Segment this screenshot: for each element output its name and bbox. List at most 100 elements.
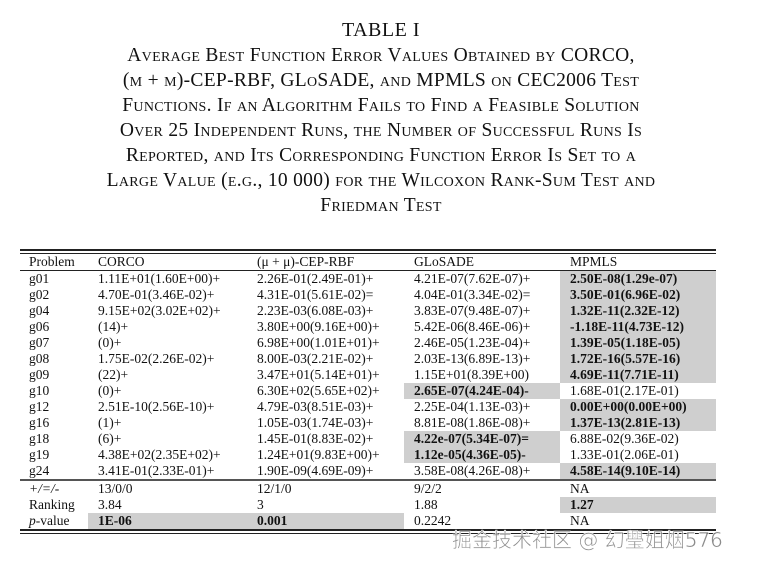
table-cell: 3.50E-01(6.96E-02) (560, 287, 716, 303)
row-label: g18 (29, 431, 50, 446)
table-cell: 6.88E-02(9.36E-02) (570, 431, 679, 446)
top-rule-inner (20, 253, 716, 254)
table-cell: (1)+ (98, 415, 122, 430)
table-cell: 9.15E+02(3.02E+02)+ (98, 303, 221, 318)
summary-rule (20, 479, 716, 481)
header-rule (20, 270, 716, 271)
table-cell: 1.15E+01(8.39E+00) (414, 367, 529, 382)
table-cell: 3.41E-01(2.33E-01)+ (98, 463, 215, 478)
table-row: g07 (0)+ 6.98E+00(1.01E+01)+ 2.46E-05(1.23E… (20, 335, 716, 351)
table-row: Ranking 3.84 3 1.88 1.27 (20, 497, 716, 513)
table-cell: 1.39E-05(1.18E-05) (560, 335, 716, 351)
column-header: (μ + μ)-CEP-RBF (257, 254, 355, 269)
table-cell: 1.68E-01(2.17E-01) (570, 383, 679, 398)
table-cell: 4.21E-07(7.62E-07)+ (414, 271, 531, 286)
row-label: g08 (29, 351, 50, 366)
table-cell: 2.50E-08(1.29e-07) (560, 271, 716, 287)
table-cell: 9/2/2 (414, 481, 442, 496)
table-cell: 1.37E-13(2.81E-13) (560, 415, 716, 431)
caption-line: Functions. If an Algorithm Fails to Find… (122, 95, 640, 116)
table-row: p-value 1E-06 0.001 0.2242 NA (20, 513, 716, 529)
row-label: g24 (29, 463, 50, 478)
table-cell: 0.2242 (414, 513, 452, 528)
table-cell: 2.26E-01(2.49E-01)+ (257, 271, 374, 286)
table-cell: 8.81E-08(1.86E-08)+ (414, 415, 531, 430)
table-row: g06 (14)+ 3.80E+00(9.16E+00)+ 5.42E-06(8.46… (20, 319, 716, 335)
table-cell: 1.90E-09(4.69E-09)+ (257, 463, 374, 478)
table-cell: 4.31E-01(5.61E-02)= (257, 287, 374, 302)
column-header: Problem (29, 254, 75, 269)
table-cell: 12/1/0 (257, 481, 292, 496)
table-cell: 3 (257, 497, 264, 512)
table-title: TABLE I (342, 19, 420, 41)
row-label: g06 (29, 319, 50, 334)
table-cell: 4.79E-03(8.51E-03)+ (257, 399, 374, 414)
table-cell: 1.72E-16(5.57E-16) (560, 351, 716, 367)
table-cell: 2.25E-04(1.13E-03)+ (414, 399, 531, 414)
table-cell: 4.58E-14(9.10E-14) (560, 463, 716, 479)
table-cell: 1.12e-05(4.36E-05)- (404, 447, 560, 463)
table-cell: 0.001 (247, 513, 404, 529)
row-label: Ranking (29, 497, 75, 512)
table-cell: 2.51E-10(2.56E-10)+ (98, 399, 215, 414)
row-label: g19 (29, 447, 50, 462)
table-cell: 6.98E+00(1.01E+01)+ (257, 335, 380, 350)
table-cell: 3.84 (98, 497, 122, 512)
table-row: g19 4.38E+02(2.35E+02)+ 1.24E+01(9.83E+00)… (20, 447, 716, 463)
table-row: g01 1.11E+01(1.60E+00)+ 2.26E-01(2.49E-01)… (20, 271, 716, 287)
table-row: g12 2.51E-10(2.56E-10)+ 4.79E-03(8.51E-03)… (20, 399, 716, 415)
table-row: +/=/- 13/0/0 12/1/0 9/2/2 NA (20, 481, 716, 497)
table-cell: 0.00E+00(0.00E+00) (560, 399, 716, 415)
row-label: g04 (29, 303, 50, 318)
results-table: Problem CORCO (μ + μ)-CEP-RBF GLoSADE MPMLS … (20, 249, 716, 534)
table-cell: 1.11E+01(1.60E+00)+ (98, 271, 221, 286)
header-row: Problem CORCO (μ + μ)-CEP-RBF GLoSADE MPMLS (20, 254, 716, 270)
table-cell: 6.30E+02(5.65E+02)+ (257, 383, 380, 398)
table-cell: 13/0/0 (98, 481, 133, 496)
table-cell: 3.83E-07(9.48E-07)+ (414, 303, 531, 318)
table-cell: (0)+ (98, 335, 122, 350)
table-cell: NA (570, 513, 590, 528)
table-caption: TABLE I Average Best Function Error Valu… (0, 18, 762, 218)
row-label: g02 (29, 287, 50, 302)
row-label: g12 (29, 399, 50, 414)
table-cell: 1.75E-02(2.26E-02)+ (98, 351, 215, 366)
table-cell: 4.38E+02(2.35E+02)+ (98, 447, 221, 462)
table-cell: 1.05E-03(1.74E-03)+ (257, 415, 374, 430)
table-cell: 4.22e-07(5.34E-07)= (404, 431, 560, 447)
table-row: g02 4.70E-01(3.46E-02)+ 4.31E-01(5.61E-02)… (20, 287, 716, 303)
table-cell: -1.18E-11(4.73E-12) (560, 319, 716, 335)
column-header: GLoSADE (414, 254, 474, 269)
table-cell: 1.45E-01(8.83E-02)+ (257, 431, 374, 446)
table-cell: 4.69E-11(7.71E-11) (560, 367, 716, 383)
table-cell: 2.03E-13(6.89E-13)+ (414, 351, 531, 366)
table-row: g08 1.75E-02(2.26E-02)+ 8.00E-03(2.21E-02)… (20, 351, 716, 367)
row-label: +/=/- (29, 481, 60, 496)
caption-line: Friedman Test (320, 195, 442, 216)
table-cell: 4.04E-01(3.34E-02)= (414, 287, 531, 302)
table-cell: 3.47E+01(5.14E+01)+ (257, 367, 380, 382)
table-row: g16 (1)+ 1.05E-03(1.74E-03)+ 8.81E-08(1.86E… (20, 415, 716, 431)
table-cell: (6)+ (98, 431, 122, 446)
row-label: p-value (29, 513, 70, 528)
table-row: g04 9.15E+02(3.02E+02)+ 2.23E-03(6.08E-03)… (20, 303, 716, 319)
table-cell: 3.58E-08(4.26E-08)+ (414, 463, 531, 478)
table-cell: 1.27 (560, 497, 716, 513)
row-label: g07 (29, 335, 50, 350)
table-cell: 2.23E-03(6.08E-03)+ (257, 303, 374, 318)
table-row: g24 3.41E-01(2.33E-01)+ 1.90E-09(4.69E-09)… (20, 463, 716, 479)
table-cell: 1.32E-11(2.32E-12) (560, 303, 716, 319)
row-label: g16 (29, 415, 50, 430)
caption-line: Average Best Function Error Values Obtai… (127, 45, 635, 66)
table-cell: 8.00E-03(2.21E-02)+ (257, 351, 374, 366)
column-header: MPMLS (570, 254, 618, 269)
table-row: g18 (6)+ 1.45E-01(8.83E-02)+ 4.22e-07(5.34E… (20, 431, 716, 447)
table-cell: 2.46E-05(1.23E-04)+ (414, 335, 531, 350)
table-cell: 2.65E-07(4.24E-04)- (404, 383, 560, 399)
table-cell: 1.33E-01(2.06E-01) (570, 447, 679, 462)
table-cell: 3.80E+00(9.16E+00)+ (257, 319, 380, 334)
watermark: 掘金技术社区 @ 幻璺姐烟576 (452, 528, 723, 553)
table-row: g09 (22)+ 3.47E+01(5.14E+01)+ 1.15E+01(8.39… (20, 367, 716, 383)
table-cell: (14)+ (98, 319, 129, 334)
top-rule (20, 249, 716, 251)
